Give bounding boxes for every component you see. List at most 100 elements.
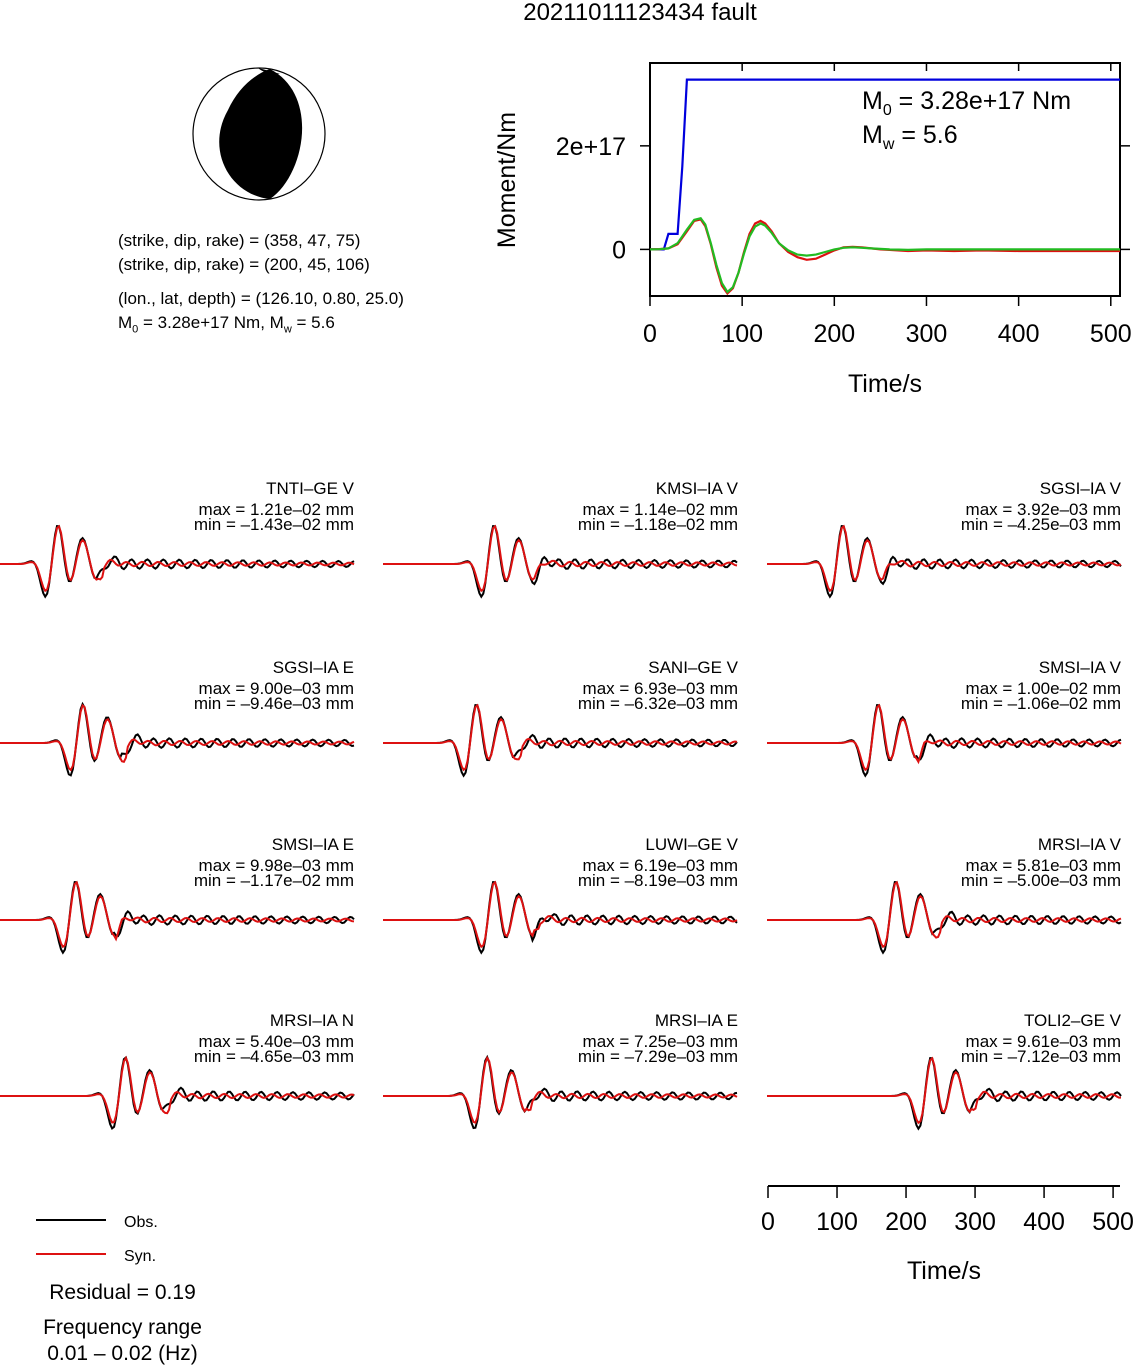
- observed-waveform: [383, 525, 738, 599]
- synthetic-waveform: [0, 703, 355, 772]
- legend-obs-label: Obs.: [124, 1214, 158, 1231]
- trace-station-label: SGSI–IA E: [273, 658, 354, 677]
- waveform-x-tick-label: 500: [1092, 1208, 1134, 1236]
- synthetic-waveform: [0, 524, 355, 593]
- beachball-compressional-quadrant: [219, 69, 303, 199]
- trace-min-label: min = –8.19e–03 mm: [578, 871, 738, 890]
- synthetic-waveform: [383, 880, 738, 949]
- trace-station-label: TNTI–GE V: [266, 479, 355, 498]
- moment-x-tick-label: 100: [721, 320, 763, 348]
- trace-max-label: max = 5.81e–03 mm: [966, 856, 1121, 875]
- legend-syn-label: Syn.: [124, 1248, 156, 1265]
- waveform-x-tick-label: 0: [761, 1208, 775, 1236]
- nodal-plane-1: (strike, dip, rake) = (358, 47, 75): [118, 231, 361, 250]
- waveform-x-tick-label: 400: [1023, 1208, 1065, 1236]
- moment-x-tick-label: 500: [1090, 320, 1132, 348]
- observed-waveform: [767, 1057, 1122, 1131]
- trace-max-label: max = 1.00e–02 mm: [966, 679, 1121, 698]
- waveform-x-axis-label: Time/s: [907, 1257, 981, 1285]
- moment-summary: M0 = 3.28e+17 Nm, Mw = 5.6: [118, 313, 335, 336]
- frequency-range-value: 0.01 – 0.02 (Hz): [47, 1342, 198, 1365]
- trace-min-label: min = –4.25e–03 mm: [961, 515, 1121, 534]
- frequency-range-title: Frequency range: [43, 1316, 202, 1339]
- trace-station-label: SMSI–IA V: [1039, 658, 1122, 677]
- synthetic-waveform: [767, 1056, 1121, 1125]
- observed-waveform: [0, 525, 355, 599]
- trace-station-label: SGSI–IA V: [1040, 479, 1122, 498]
- waveform-x-tick-label: 100: [816, 1208, 858, 1236]
- moment-rate-green-line: [649, 217, 1120, 294]
- trace-max-label: max = 9.61e–03 mm: [966, 1032, 1121, 1051]
- trace-station-label: TOLI2–GE V: [1024, 1011, 1122, 1030]
- trace-min-label: min = –7.12e–03 mm: [961, 1047, 1121, 1066]
- observed-waveform: [383, 1054, 738, 1130]
- trace-max-label: max = 6.93e–03 mm: [583, 679, 738, 698]
- page-title: 20211011123434 fault: [523, 0, 757, 26]
- moment-y-axis-label: Moment/Nm: [493, 112, 521, 248]
- synthetic-waveform: [0, 880, 355, 949]
- trace-min-label: min = –6.32e–03 mm: [578, 694, 738, 713]
- synthetic-waveform: [383, 1055, 738, 1125]
- trace-station-label: MRSI–IA N: [270, 1011, 354, 1030]
- trace-max-label: max = 1.14e–02 mm: [583, 500, 738, 519]
- synthetic-waveform: [767, 880, 1122, 949]
- trace-min-label: min = –9.46e–03 mm: [194, 694, 354, 713]
- trace-min-label: min = –1.43e–02 mm: [194, 515, 354, 534]
- trace-station-label: MRSI–IA E: [655, 1011, 738, 1030]
- trace-max-label: max = 5.40e–03 mm: [199, 1032, 354, 1051]
- trace-min-label: min = –4.65e–03 mm: [194, 1047, 354, 1066]
- trace-min-label: min = –1.06e–02 mm: [961, 694, 1121, 713]
- synthetic-waveform: [767, 524, 1122, 593]
- waveform-time-axis: 0 100 200 300 400 500 Time/s: [761, 1185, 1134, 1285]
- trace-max-label: max = 3.92e–03 mm: [966, 500, 1121, 519]
- trace-max-label: max = 6.19e–03 mm: [583, 856, 738, 875]
- trace-min-label: min = –7.29e–03 mm: [578, 1047, 738, 1066]
- observed-waveform: [0, 701, 355, 777]
- moment-summary-mw: 5.6: [311, 313, 335, 332]
- waveform-x-tick-label: 300: [954, 1208, 996, 1236]
- trace-min-label: min = –1.17e–02 mm: [194, 871, 354, 890]
- trace-station-label: KMSI–IA V: [656, 479, 739, 498]
- moment-y-tick-label: 2e+17: [556, 133, 626, 161]
- moment-x-tick-label: 300: [906, 320, 948, 348]
- synthetic-waveform: [767, 703, 1122, 772]
- beachball: [192, 67, 326, 201]
- trace-station-label: MRSI–IA V: [1038, 835, 1122, 854]
- observed-waveform: [767, 525, 1122, 599]
- observed-waveform: [0, 881, 355, 955]
- trace-max-label: max = 9.98e–03 mm: [199, 856, 354, 875]
- legend: Obs. Syn.: [36, 1214, 158, 1265]
- moment-x-ticks: 0 100 200 300 400 500: [643, 63, 1132, 348]
- trace-station-label: SMSI–IA E: [272, 835, 354, 854]
- moment-summary-m0: 3.28e+17 Nm: [157, 313, 261, 332]
- moment-mw-annotation: Mw = 5.6: [862, 121, 958, 153]
- nodal-plane-2: (strike, dip, rake) = (200, 45, 106): [118, 255, 370, 274]
- trace-max-label: max = 7.25e–03 mm: [583, 1032, 738, 1051]
- moment-plot-frame: [649, 62, 1121, 297]
- moment-plot: 0 100 200 300 400 500 0 2e+17 Time/s Moment/Nm…: [493, 62, 1132, 398]
- moment-y-tick-label: 0: [612, 236, 626, 264]
- trace-min-label: min = –5.00e–03 mm: [961, 871, 1121, 890]
- synthetic-waveform: [0, 1055, 355, 1124]
- moment-y-ticks: 0 2e+17: [556, 133, 1130, 264]
- moment-m0-annotation: M0 = 3.28e+17 Nm: [862, 87, 1071, 119]
- waveform-x-ticks: 0 100 200 300 400 500: [761, 1186, 1134, 1236]
- moment-rate-red-line: [649, 218, 1120, 296]
- moment-x-tick-label: 200: [813, 320, 855, 348]
- moment-x-axis-label: Time/s: [848, 370, 922, 398]
- moment-x-tick-label: 0: [643, 320, 657, 348]
- trace-max-label: max = 1.21e–02 mm: [199, 500, 354, 519]
- residual-label: Residual = 0.19: [49, 1281, 196, 1304]
